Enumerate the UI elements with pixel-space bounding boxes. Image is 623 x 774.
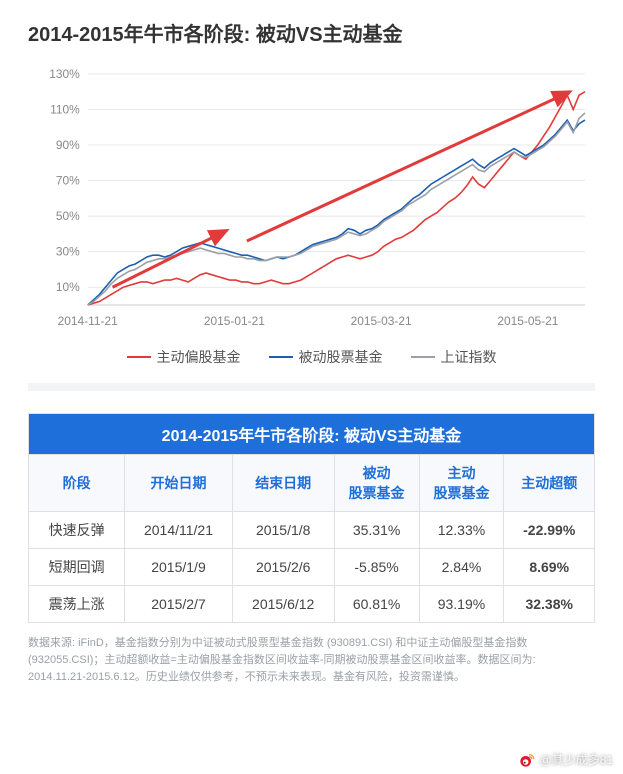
watermark: @其少成多81 <box>519 751 613 768</box>
chart-title: 2014-2015年牛市各阶段: 被动VS主动基金 <box>28 18 595 47</box>
legend-label: 主动偏股基金 <box>157 347 241 367</box>
svg-text:2015-05-21: 2015-05-21 <box>497 314 558 328</box>
table-row: 震荡上涨2015/2/72015/6/1260.81%93.19%32.38% <box>29 586 595 623</box>
watermark-text: @其少成多81 <box>539 751 613 768</box>
svg-text:2015-03-21: 2015-03-21 <box>351 314 412 328</box>
svg-text:130%: 130% <box>49 67 80 81</box>
table-cell: 2015/6/12 <box>232 586 334 623</box>
line-chart: 10% 30% 50% 70% 90% 110% 130% 2014-11-21 2015-01… <box>28 55 595 345</box>
table-cell: 短期回调 <box>29 549 125 586</box>
trend-arrow <box>247 92 570 241</box>
legend: 主动偏股基金 被动股票基金 上证指数 <box>28 347 595 375</box>
table-cell: 12.33% <box>419 512 504 549</box>
series-line <box>88 120 585 305</box>
table-column-header: 主动股票基金 <box>419 455 504 512</box>
svg-text:110%: 110% <box>50 102 80 116</box>
table-cell: 8.69% <box>504 549 595 586</box>
data-table-wrap: 2014-2015年牛市各阶段: 被动VS主动基金阶段开始日期结束日期被动股票基… <box>28 413 595 623</box>
table-row: 短期回调2015/1/92015/2/6-5.85%2.84%8.69% <box>29 549 595 586</box>
trend-arrow <box>113 230 227 287</box>
table-cell: 60.81% <box>334 586 419 623</box>
series-line <box>88 113 585 305</box>
data-table: 2014-2015年牛市各阶段: 被动VS主动基金阶段开始日期结束日期被动股票基… <box>28 413 595 623</box>
svg-text:50%: 50% <box>56 209 80 223</box>
table-column-header: 开始日期 <box>125 455 233 512</box>
footnote: 数据来源: iFinD，基金指数分别为中证被动式股票型基金指数 (930891.… <box>28 635 595 686</box>
table-cell: 2015/2/7 <box>125 586 233 623</box>
table-cell: -22.99% <box>504 512 595 549</box>
legend-swatch <box>269 356 293 358</box>
svg-text:30%: 30% <box>56 245 80 259</box>
table-cell: 93.19% <box>419 586 504 623</box>
legend-item: 上证指数 <box>411 347 497 367</box>
svg-text:2015-01-21: 2015-01-21 <box>204 314 265 328</box>
table-title: 2014-2015年牛市各阶段: 被动VS主动基金 <box>29 414 595 455</box>
table-column-header: 阶段 <box>29 455 125 512</box>
table-cell: 32.38% <box>504 586 595 623</box>
table-column-header: 结束日期 <box>232 455 334 512</box>
table-column-header: 被动股票基金 <box>334 455 419 512</box>
legend-item: 主动偏股基金 <box>127 347 241 367</box>
table-cell: 2014/11/21 <box>125 512 233 549</box>
section-divider <box>28 383 595 391</box>
svg-text:70%: 70% <box>56 174 80 188</box>
legend-item: 被动股票基金 <box>269 347 383 367</box>
legend-label: 被动股票基金 <box>299 347 383 367</box>
svg-text:90%: 90% <box>56 138 80 152</box>
table-cell: 2015/1/8 <box>232 512 334 549</box>
weibo-icon <box>519 752 535 768</box>
table-cell: 2.84% <box>419 549 504 586</box>
table-cell: -5.85% <box>334 549 419 586</box>
svg-text:2014-11-21: 2014-11-21 <box>58 314 118 328</box>
table-cell: 35.31% <box>334 512 419 549</box>
table-cell: 2015/1/9 <box>125 549 233 586</box>
table-cell: 震荡上涨 <box>29 586 125 623</box>
legend-swatch <box>127 356 151 358</box>
table-cell: 快速反弹 <box>29 512 125 549</box>
table-column-header: 主动超额 <box>504 455 595 512</box>
table-cell: 2015/2/6 <box>232 549 334 586</box>
legend-swatch <box>411 356 435 358</box>
svg-text:10%: 10% <box>56 280 80 294</box>
table-row: 快速反弹2014/11/212015/1/835.31%12.33%-22.99… <box>29 512 595 549</box>
legend-label: 上证指数 <box>441 347 497 367</box>
